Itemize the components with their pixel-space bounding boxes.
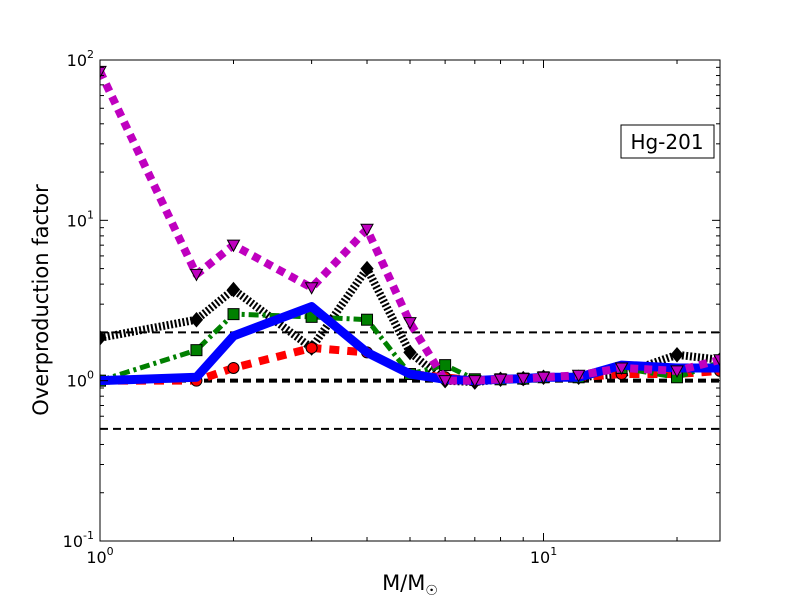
data-point-s4-13 (670, 365, 684, 378)
data-point-s4-2 (226, 239, 241, 253)
y-tick-label-base-2: 10 (67, 211, 87, 230)
y-tick-label-3: 102 (67, 48, 94, 70)
data-point-s4-1 (189, 268, 204, 282)
plot-frame (99, 59, 721, 542)
data-point-s2-2 (227, 308, 240, 321)
annotation-label: Hg-201 (630, 130, 703, 154)
data-point-s2-4 (361, 313, 374, 326)
y-tick-label-0: 10-1 (63, 529, 94, 551)
data-point-s0-1 (189, 311, 204, 328)
y-tick-label-exp-1: 0 (87, 369, 94, 382)
series-line-4 (100, 69, 720, 385)
y-tick-label-2: 101 (67, 208, 94, 230)
x-tick-label-base-0: 10 (86, 548, 106, 567)
y-tick-label-exp-2: 1 (87, 208, 94, 221)
data-point-s4-12 (614, 362, 629, 376)
annotation-frame (620, 124, 715, 159)
data-point-s4-7 (467, 375, 482, 388)
data-point-s1-3 (305, 341, 318, 354)
data-point-s4-0 (100, 65, 107, 79)
data-point-s4-5 (403, 317, 417, 330)
x-tick-label-1: 101 (530, 545, 557, 567)
data-point-s0-5 (403, 344, 417, 361)
x-axis-label-sun-subscript: ☉ (425, 583, 438, 599)
x-tick-label-base-1: 10 (530, 548, 550, 567)
data-point-s4-14 (713, 354, 720, 367)
data-point-s4-6 (438, 375, 452, 388)
y-tick-label-base-3: 10 (67, 51, 87, 70)
data-point-s1-2 (227, 361, 240, 374)
data-point-s2-1 (190, 344, 203, 357)
x-tick-label-0: 100 (86, 545, 113, 567)
data-point-s4-10 (536, 371, 551, 385)
y-tick-label-exp-3: 2 (87, 48, 94, 61)
y-tick-label-1: 100 (67, 369, 94, 391)
x-axis-label: M/M☉ (382, 571, 438, 599)
series-layer (100, 65, 720, 390)
plot-area-background (100, 60, 720, 541)
data-point-s0-2 (226, 281, 241, 298)
y-tick-label-base-0: 10 (63, 532, 83, 551)
data-point-s4-11 (571, 369, 586, 383)
data-point-s0-13 (670, 347, 684, 363)
data-point-s4-8 (493, 373, 508, 387)
annotation-box: Hg-201 (620, 124, 715, 159)
x-axis-label-main: M/M (382, 571, 425, 595)
data-point-s2-6 (439, 359, 452, 372)
y-tick-label-exp-0: -1 (83, 529, 94, 542)
x-tick-label-exp-0: 0 (107, 545, 114, 558)
x-tick-label-exp-1: 1 (550, 545, 557, 558)
data-point-s4-9 (516, 373, 531, 386)
data-point-s4-3 (304, 282, 319, 295)
data-point-s0-4 (360, 260, 374, 277)
y-axis-label: Overproduction factor (29, 184, 53, 416)
data-point-s4-4 (360, 223, 374, 237)
data-point-s0-0 (100, 330, 107, 346)
y-tick-label-base-1: 10 (67, 372, 87, 391)
